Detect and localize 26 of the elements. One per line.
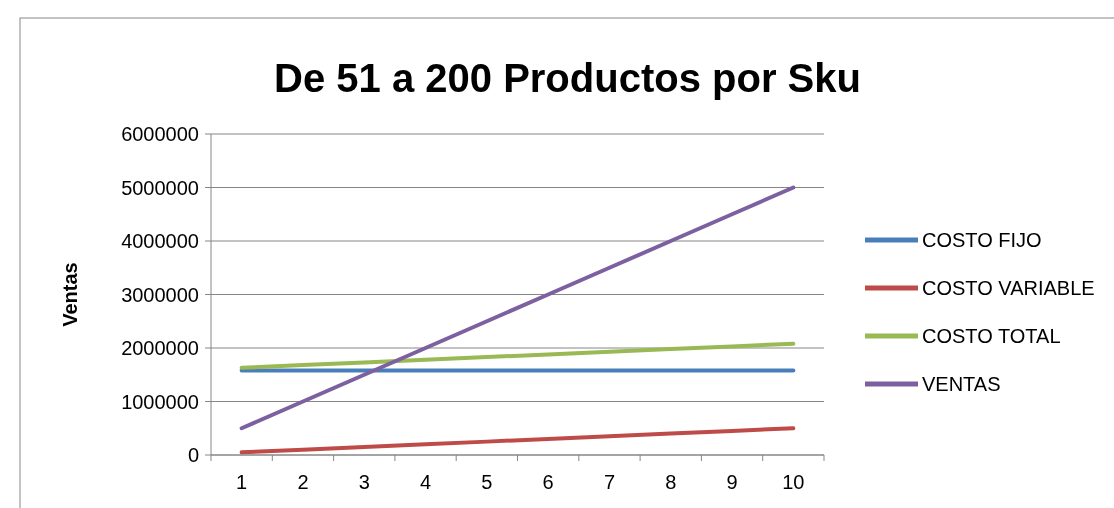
y-tick-label: 5000000 xyxy=(121,176,199,199)
x-tick-label: 4 xyxy=(419,471,432,493)
y-tick-label: 0 xyxy=(187,444,199,466)
x-tick-label: 2 xyxy=(297,471,309,493)
y-tick-label: 2000000 xyxy=(121,337,199,359)
y-tick-label: 4000000 xyxy=(121,230,199,252)
chart-title: De 51 a 200 Productos por Sku xyxy=(274,56,861,100)
y-tick-label: 3000000 xyxy=(121,283,199,306)
x-tick-label: 3 xyxy=(358,471,370,493)
x-tick-label: 1 xyxy=(236,471,248,493)
x-tick-label: 8 xyxy=(665,471,677,493)
x-tick-label: 5 xyxy=(481,471,493,493)
x-tick-label: 7 xyxy=(603,471,616,493)
legend-label: COSTO FIJO xyxy=(922,229,1042,251)
line-series xyxy=(239,185,796,431)
legend-label: VENTAS xyxy=(922,373,1001,395)
y-tick-label: 1000000 xyxy=(121,390,199,413)
x-tick-label: 6 xyxy=(542,471,554,493)
legend-label: COSTO VARIABLE xyxy=(922,277,1095,299)
y-tick-label: 6000000 xyxy=(121,123,199,145)
x-tick-label: 9 xyxy=(726,471,738,493)
line-series xyxy=(239,426,796,455)
line-series xyxy=(239,341,796,370)
y-axis-title: Ventas xyxy=(59,262,81,327)
x-tick-label: 10 xyxy=(782,471,805,493)
legend-label: COSTO TOTAL xyxy=(922,325,1061,347)
